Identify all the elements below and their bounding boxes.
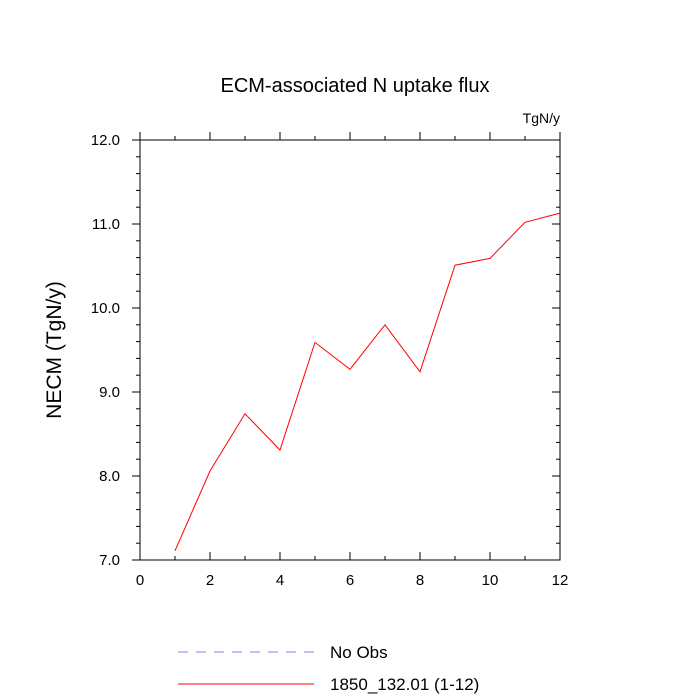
y-tick-label: 10.0 [91,300,120,317]
series-layer [174,212,561,552]
legend-label: No Obs [330,643,388,662]
legend: No Obs 1850_132.01 (1-12) [178,643,479,694]
legend-label: 1850_132.01 (1-12) [330,675,479,694]
x-tick-label: 6 [346,572,354,589]
y-tick-label: 7.0 [99,552,120,569]
x-tick-label: 0 [136,572,144,589]
units-label: TgN/y [523,110,560,126]
y-tick-label: 11.0 [92,216,120,233]
series-line [174,212,561,552]
y-tick-label: 8.0 [99,468,120,485]
x-tick-label: 8 [416,572,424,589]
x-tick-label: 12 [552,572,569,589]
x-tick-label: 2 [206,572,214,589]
plot-frame [139,139,561,561]
tick-marks [132,132,561,561]
y-tick-label: 12.0 [91,132,120,149]
x-tick-label: 10 [482,572,499,589]
x-tick-label: 4 [276,572,284,589]
chart-title: ECM-associated N uptake flux [220,75,489,97]
y-tick-label: 9.0 [99,384,120,401]
tick-labels: 0 2 4 6 8 10 12 7.0 8.0 9.0 10.0 11.0 12.0 [91,132,569,589]
y-axis-label: NECM (TgN/y) [43,281,66,419]
